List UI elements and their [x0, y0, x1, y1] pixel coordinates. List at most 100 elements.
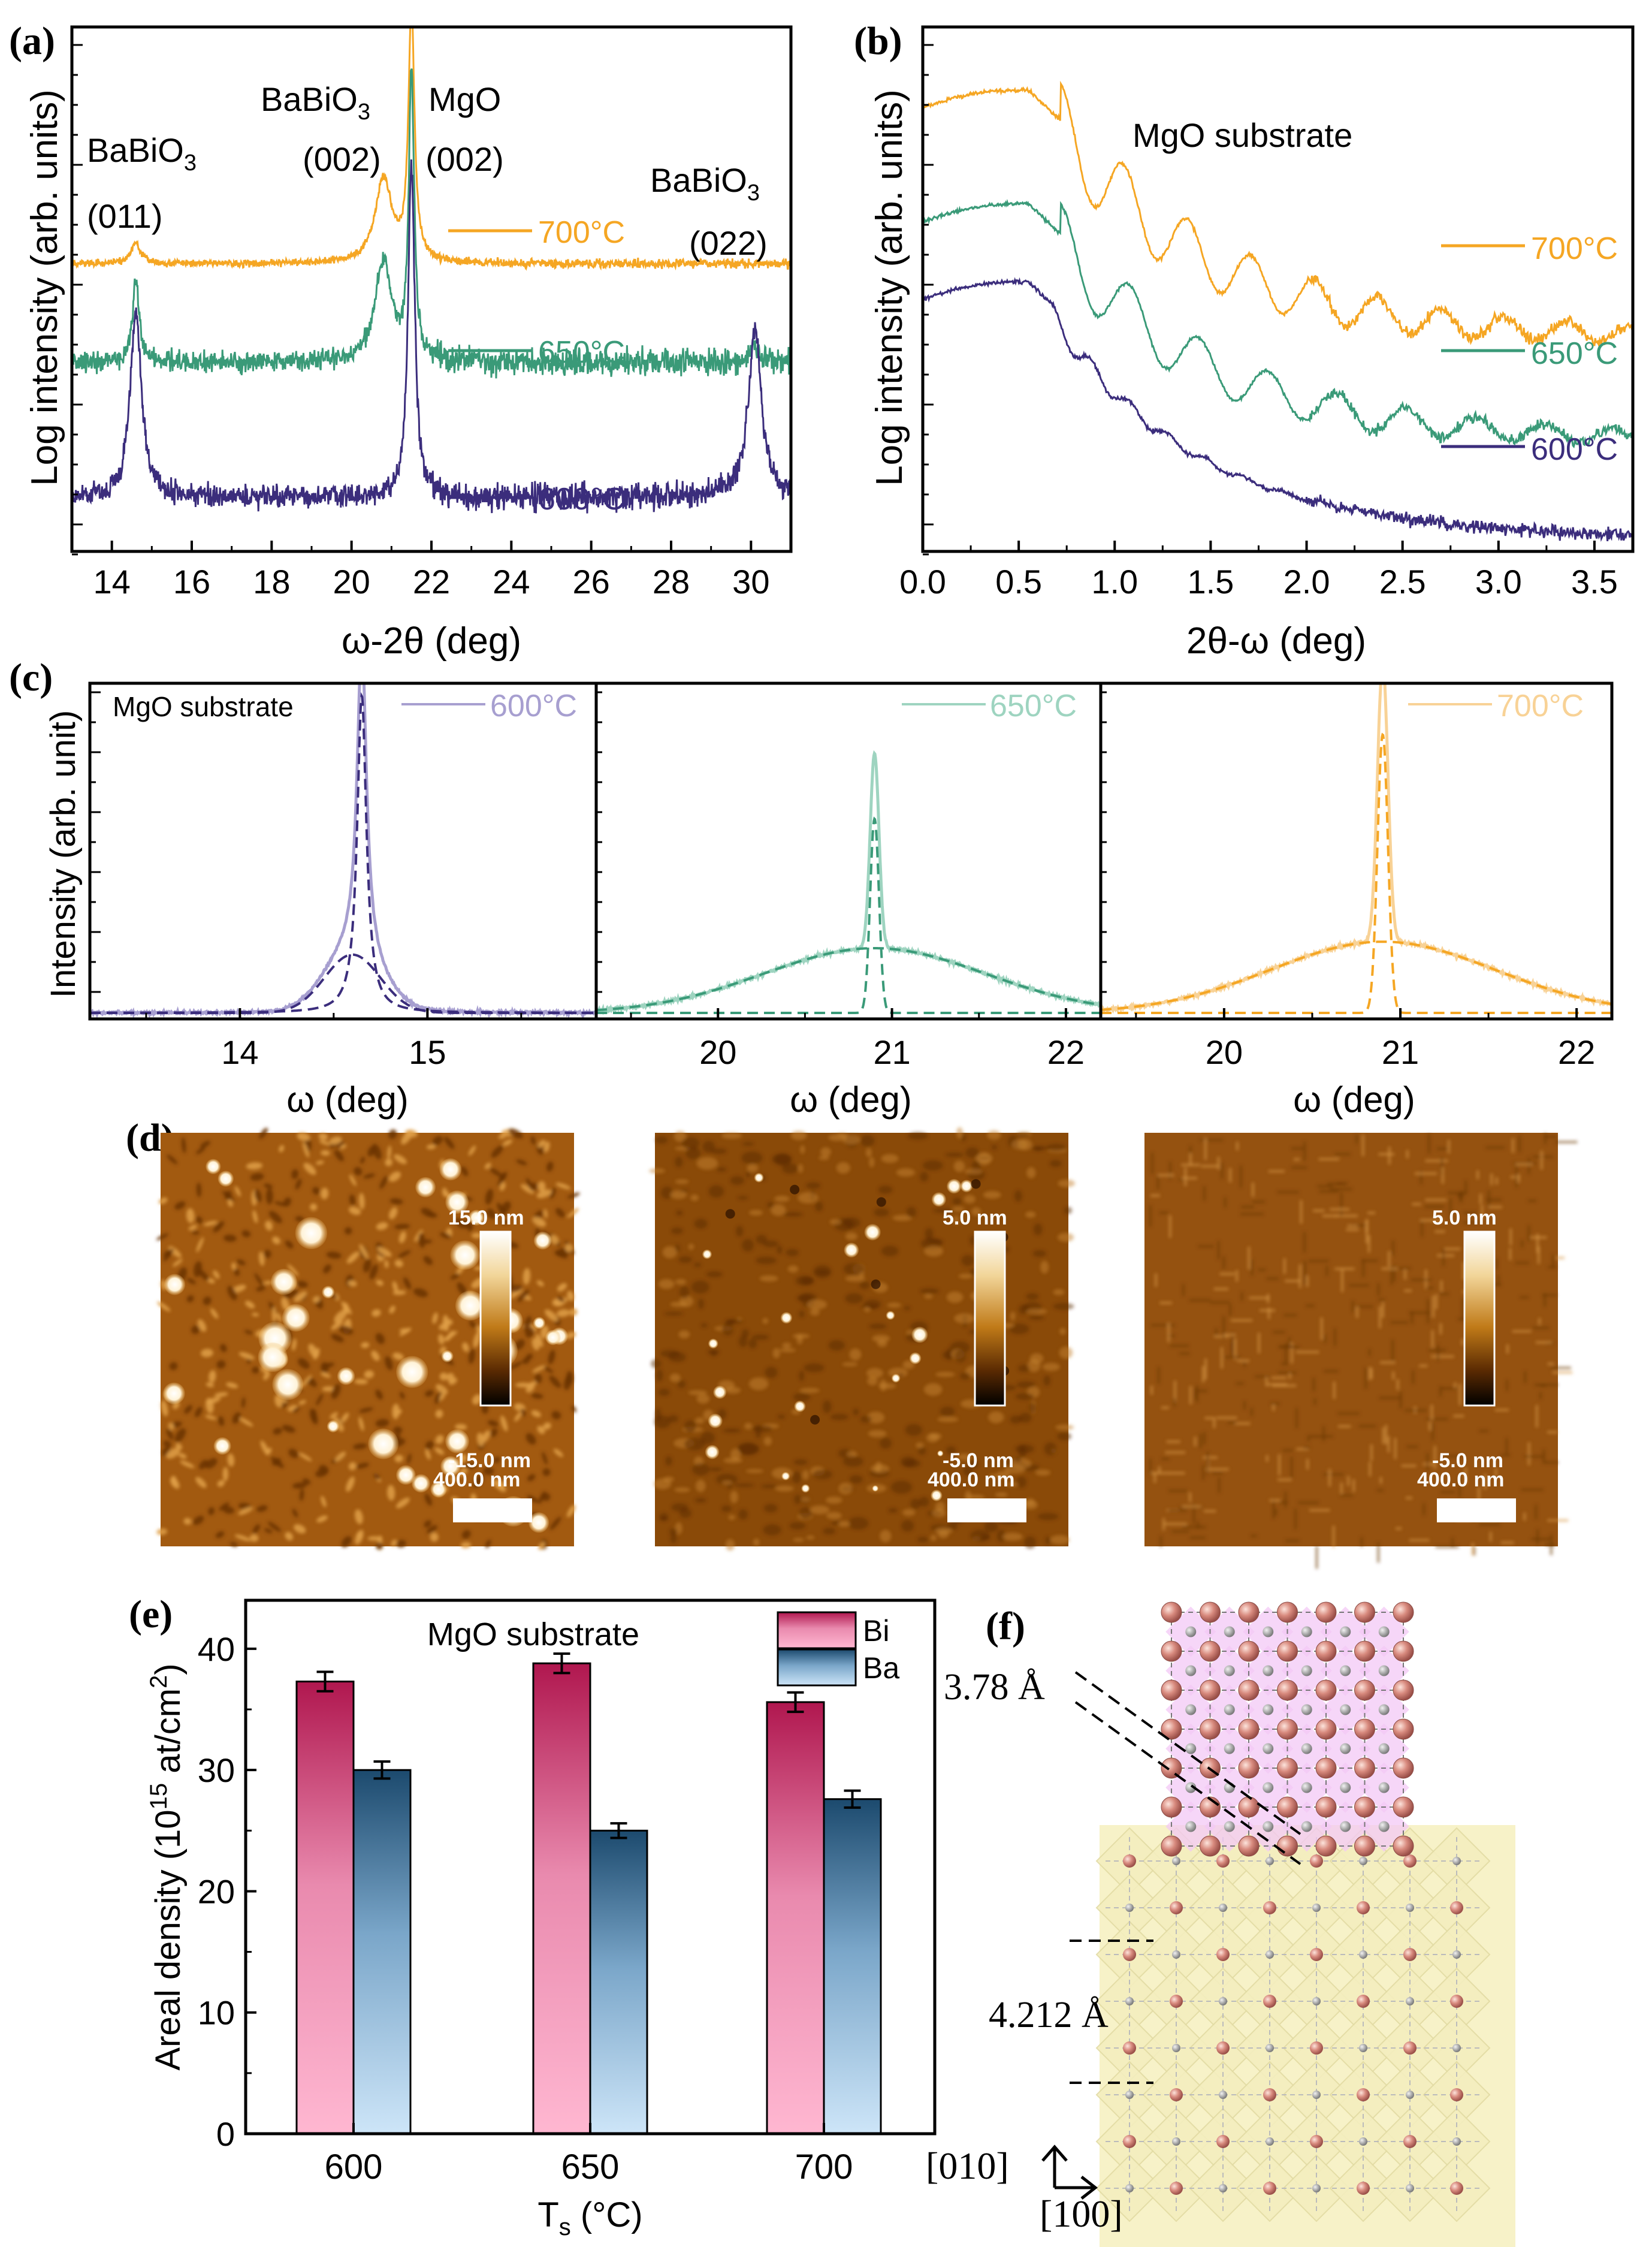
afm-grain [675, 1279, 687, 1285]
panel-b-frame [921, 25, 1635, 553]
afm-grain [1495, 1177, 1498, 1185]
afm-grain [485, 1189, 494, 1205]
dash-line-1 [1074, 1671, 1301, 1835]
afm-grain [254, 1273, 263, 1286]
afm-grain [198, 1269, 209, 1281]
afm-grain [271, 1306, 277, 1323]
afm-grain [299, 1488, 304, 1501]
afm-grain [526, 1178, 534, 1191]
afm-grain [203, 1296, 212, 1305]
afm-grain [1053, 1289, 1065, 1295]
afm-grain [241, 1397, 246, 1408]
afm-grain [432, 1312, 438, 1324]
afm-grain [526, 1353, 533, 1360]
afm-grain [296, 1281, 308, 1288]
afm-grain [1015, 1456, 1021, 1462]
afm-grain [364, 1370, 375, 1379]
afm-grain [1412, 1370, 1415, 1384]
bar-bi-600 [295, 1681, 355, 2135]
afm-grain [1532, 1326, 1550, 1329]
afm-grain [896, 1168, 916, 1177]
afm-particle [533, 1317, 546, 1329]
legend-label-650: 650°C [1531, 336, 1618, 371]
x-tick-label: 20 [1206, 1033, 1243, 1071]
afm-grain [1406, 1445, 1418, 1448]
mg-atom [1172, 2044, 1180, 2052]
o-atom [1450, 2182, 1463, 2195]
afm-grain [916, 1442, 924, 1448]
afm-grain [868, 1429, 887, 1438]
afm-grain [282, 1425, 295, 1433]
afm-grain [1294, 1509, 1297, 1530]
afm-grain [1496, 1258, 1499, 1270]
o-atom [1170, 1901, 1183, 1914]
afm-grain [1258, 1332, 1261, 1353]
afm-grain [1461, 1338, 1464, 1346]
afm-grain [799, 1507, 813, 1519]
afm-grain [988, 1411, 1004, 1423]
ba-atom [1315, 1835, 1337, 1857]
afm-grain [394, 1259, 403, 1268]
ba-atom [1354, 1718, 1375, 1740]
afm-grain [1440, 1280, 1443, 1292]
afm-grain [392, 1281, 398, 1293]
afm-grain [227, 1453, 235, 1467]
afm-grain [1166, 1440, 1180, 1443]
colorbar-max-label: 5.0 nm [1432, 1207, 1497, 1229]
afm-grain [745, 1171, 751, 1178]
ba-atom [1200, 1718, 1221, 1740]
afm-grain [1170, 1344, 1189, 1347]
afm-grain [1277, 1190, 1299, 1193]
afm-grain [316, 1160, 324, 1165]
afm-grain [1025, 1308, 1047, 1314]
afm-grain [828, 1134, 847, 1141]
afm-grain [1464, 1467, 1467, 1485]
afm-grain [1494, 1408, 1509, 1411]
afm-grain [675, 1156, 683, 1168]
afm-grain [438, 1334, 445, 1345]
mg-atom [1172, 1857, 1180, 1865]
afm-grain [1217, 1157, 1220, 1169]
mg-atom [1406, 2091, 1414, 2099]
afm-grain [252, 1524, 261, 1534]
afm-grain [358, 1416, 364, 1431]
afm-grain [1288, 1337, 1291, 1346]
afm-grain [1182, 1505, 1201, 1508]
afm-particle [322, 1286, 335, 1299]
afm-grain [1349, 1284, 1369, 1287]
afm-grain [223, 1506, 234, 1514]
y-tick-label: 10 [198, 1994, 235, 2032]
afm-grain [1275, 1509, 1277, 1516]
afm-particle [272, 1369, 304, 1400]
afm-grain [1479, 1193, 1482, 1205]
afm-grain [462, 1342, 469, 1352]
afm-grain [244, 1301, 255, 1309]
x-tick-label: 14 [221, 1033, 258, 1071]
x-tick-label: 2.5 [1379, 563, 1426, 601]
afm-grain [976, 1154, 993, 1163]
ba-atom [1238, 1640, 1260, 1662]
afm-grain [1266, 1455, 1269, 1462]
afm-grain [163, 1440, 171, 1447]
afm-grain [695, 1417, 705, 1424]
afm-grain [930, 1534, 937, 1541]
afm-particle [708, 1413, 723, 1428]
afm-grain [252, 1367, 259, 1374]
afm-grain [256, 1286, 266, 1292]
afm-grain [254, 1189, 262, 1202]
afm-grain [759, 1275, 778, 1282]
afm-grain [213, 1270, 220, 1279]
afm-grain [443, 1331, 458, 1341]
x-tick-label: 22 [1047, 1033, 1085, 1071]
afm-grain [1447, 1139, 1450, 1154]
afm-grain [1394, 1438, 1397, 1459]
afm-grain [1249, 1296, 1270, 1299]
afm-grain [1435, 1545, 1459, 1548]
afm-grain [838, 1483, 853, 1495]
afm-grain [1189, 1492, 1192, 1502]
ba-atom [1200, 1640, 1221, 1662]
afm-grain [418, 1232, 425, 1248]
afm-grain [1271, 1376, 1286, 1379]
afm-grain [952, 1198, 962, 1205]
afm-particle [218, 1171, 234, 1187]
